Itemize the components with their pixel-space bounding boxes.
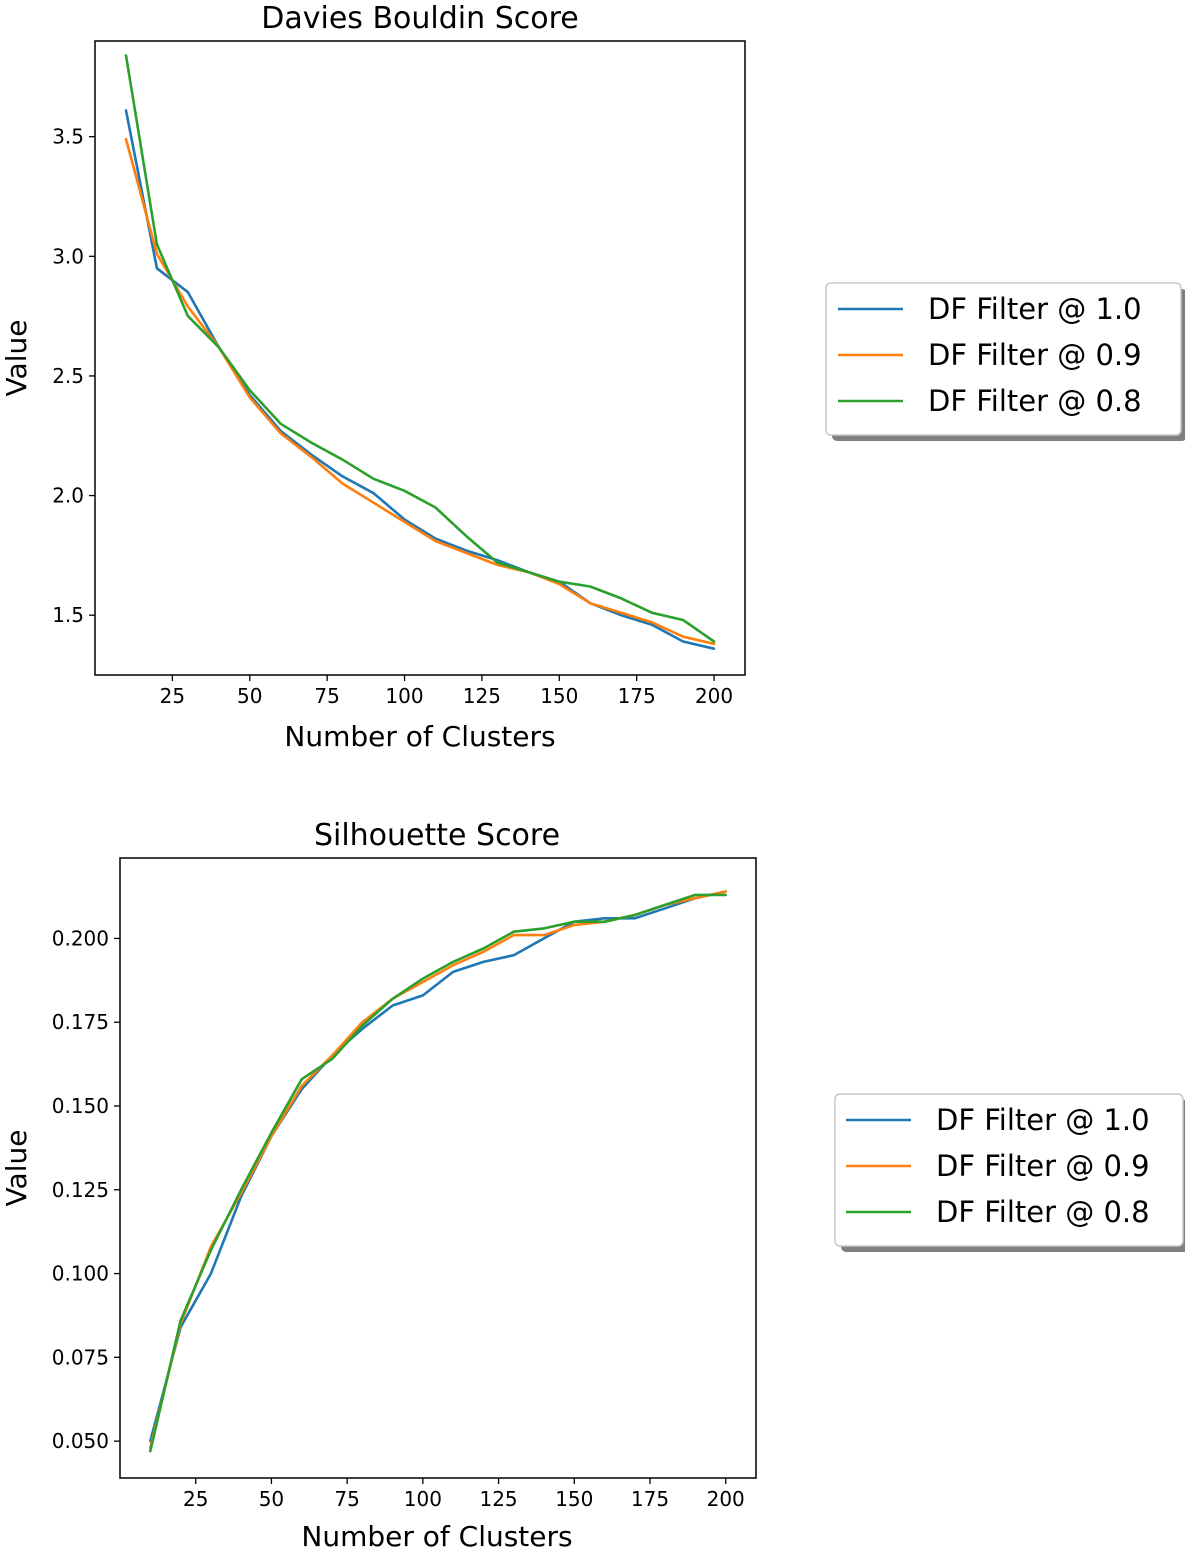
- y-tick-label: 0.200: [52, 926, 109, 950]
- x-tick-label: 25: [183, 1487, 208, 1511]
- x-tick-label: 175: [631, 1487, 669, 1511]
- y-tick-label: 0.100: [52, 1262, 109, 1286]
- y-tick-label: 0.125: [52, 1178, 109, 1202]
- x-tick-label: 125: [463, 684, 501, 708]
- legend-entry: DF Filter @ 0.9: [838, 338, 1142, 372]
- legend: DF Filter @ 1.0 DF Filter @ 0.9 DF Filte…: [834, 1093, 1185, 1252]
- x-tick-label: 100: [404, 1487, 442, 1511]
- y-tick-label: 1.5: [52, 603, 84, 627]
- legend-label: DF Filter @ 0.8: [936, 1195, 1150, 1229]
- x-tick-label: 200: [707, 1487, 745, 1511]
- y-tick-label: 0.075: [52, 1345, 109, 1369]
- x-tick-label: 75: [334, 1487, 359, 1511]
- x-axis-label: Number of Clusters: [301, 1520, 572, 1550]
- series-line-df-filter-0-9: [149, 890, 728, 1450]
- legend-entry: DF Filter @ 0.8: [838, 384, 1142, 418]
- y-tick-label: 0.150: [52, 1094, 109, 1118]
- legend-entry: DF Filter @ 0.9: [846, 1149, 1150, 1183]
- plot-frame: [94, 40, 746, 676]
- chart-title: Davies Bouldin Score: [261, 1, 578, 36]
- legend-label: DF Filter @ 1.0: [936, 1103, 1150, 1137]
- series-line-df-filter-1-0: [124, 109, 716, 651]
- y-tick-label: 2.0: [52, 484, 84, 508]
- y-axis-label: Value: [0, 320, 33, 397]
- legend-entry: DF Filter @ 0.8: [846, 1195, 1150, 1229]
- y-tick-label: 0.175: [52, 1010, 109, 1034]
- legend-entry: DF Filter @ 1.0: [838, 292, 1142, 326]
- legend-box: [825, 282, 1182, 436]
- series-line-df-filter-0-8: [124, 54, 716, 643]
- series-line-df-filter-1-0: [149, 890, 728, 1443]
- x-tick-label: 150: [555, 1487, 593, 1511]
- x-tick-label: 100: [385, 684, 423, 708]
- silhouette-chart: Silhouette Score 25 50 75 100 125 150 175 200 0…: [0, 818, 1185, 1553]
- y-tick-label: 2.5: [52, 364, 84, 388]
- x-tick-label: 50: [259, 1487, 284, 1511]
- legend: DF Filter @ 1.0 DF Filter @ 0.9 DF Filte…: [825, 282, 1185, 441]
- x-tick-label: 50: [237, 684, 262, 708]
- legend-entry: DF Filter @ 1.0: [846, 1103, 1150, 1137]
- x-tick-label: 150: [540, 684, 578, 708]
- davies-bouldin-chart: Davies Bouldin Score 25 50 75 100 125 150 175 2…: [0, 1, 1185, 753]
- legend-label: DF Filter @ 0.9: [928, 338, 1142, 372]
- x-axis-label: Number of Clusters: [284, 720, 555, 753]
- x-tick-label: 200: [695, 684, 733, 708]
- y-tick-label: 0.050: [52, 1429, 109, 1453]
- plot-frame: [119, 857, 757, 1479]
- x-tick-label: 125: [479, 1487, 517, 1511]
- series-line-df-filter-0-9: [124, 137, 716, 646]
- chart-title: Silhouette Score: [314, 818, 560, 853]
- legend-box: [834, 1093, 1184, 1247]
- legend-label: DF Filter @ 0.9: [936, 1149, 1150, 1183]
- legend-label: DF Filter @ 0.8: [928, 384, 1142, 418]
- legend-label: DF Filter @ 1.0: [928, 292, 1142, 326]
- x-tick-label: 175: [618, 684, 656, 708]
- y-tick-label: 3.5: [52, 125, 84, 149]
- y-tick-label: 3.0: [52, 244, 84, 268]
- x-tick-label: 75: [314, 684, 339, 708]
- series-line-df-filter-0-8: [149, 893, 728, 1453]
- x-tick-label: 25: [160, 684, 185, 708]
- y-axis-label: Value: [0, 1130, 33, 1207]
